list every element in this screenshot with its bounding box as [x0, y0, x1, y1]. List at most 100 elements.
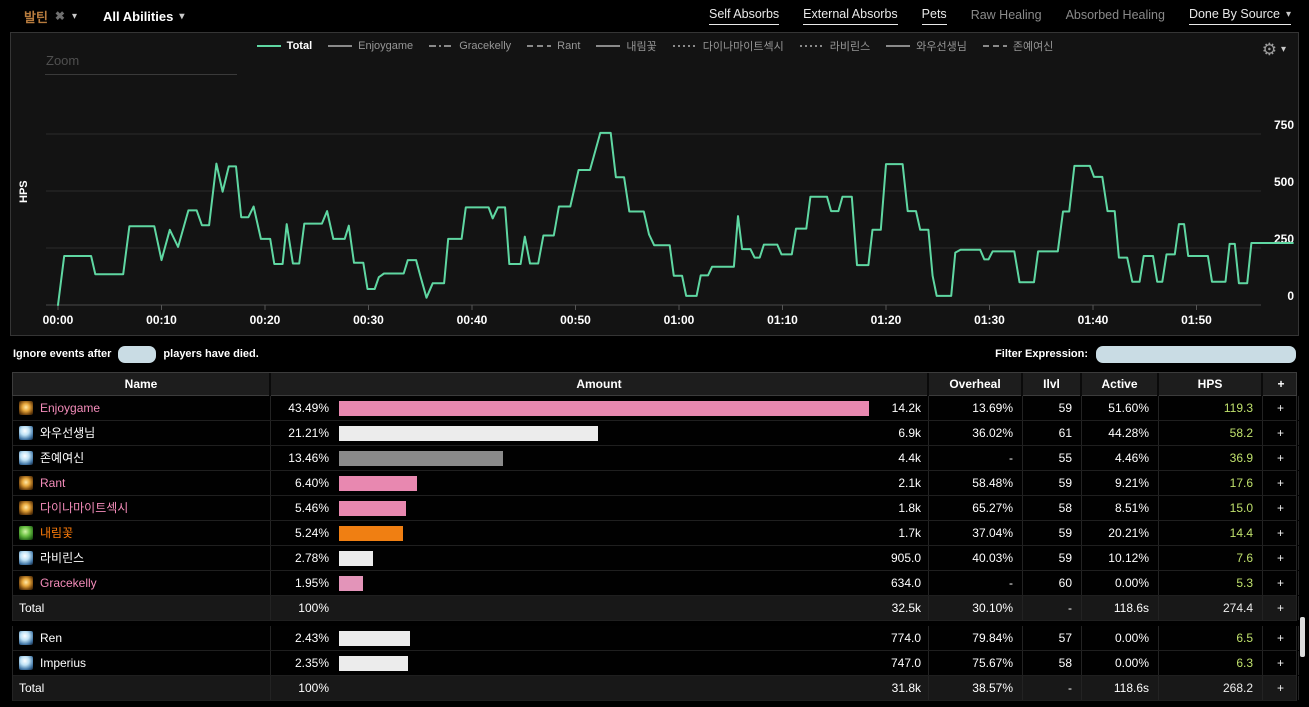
expand-button[interactable]: +	[1263, 396, 1299, 420]
players-died-label: players have died.	[163, 348, 258, 360]
table-row[interactable]: Ren2.43%774.079.84%570.00%6.5+	[13, 626, 1296, 651]
class-icon-priest	[19, 451, 33, 465]
boss-filter-dropdown[interactable]: 발틴 ✖ ▾	[24, 7, 77, 26]
tab-absorbed-healing[interactable]: Absorbed Healing	[1066, 8, 1165, 25]
table-row[interactable]: 존예여신13.46%4.4k-554.46%36.9+	[13, 446, 1296, 471]
legend-item[interactable]: 내림꽃	[595, 38, 656, 54]
name-cell: Rant	[13, 471, 271, 495]
chevron-down-icon: ▾	[1286, 9, 1291, 20]
overheal-value: 36.02%	[929, 421, 1023, 445]
table-row[interactable]: 라비린스2.78%905.040.03%5910.12%7.6+	[13, 546, 1296, 571]
active-value: 0.00%	[1082, 571, 1159, 595]
legend-item[interactable]: 라비린스	[799, 38, 870, 54]
filter-expression-label: Filter Expression:	[995, 348, 1088, 360]
pets-table-body: Ren2.43%774.079.84%570.00%6.5+Imperius2.…	[12, 626, 1297, 701]
player-name[interactable]: 라비린스	[40, 546, 84, 570]
legend-item[interactable]: 존예여신	[982, 38, 1053, 54]
expand-button[interactable]: +	[1263, 521, 1299, 545]
amount-bar-cell: 905.0	[337, 546, 929, 570]
table-row[interactable]: 내림꽃5.24%1.7k37.04%5920.21%14.4+	[13, 521, 1296, 546]
table-row[interactable]: Imperius2.35%747.075.67%580.00%6.3+	[13, 651, 1296, 676]
table-row[interactable]: 와우선생님21.21%6.9k36.02%6144.28%58.2+	[13, 421, 1296, 446]
expand-button[interactable]: +	[1263, 596, 1299, 620]
tab-self-absorbs[interactable]: Self Absorbs	[709, 7, 779, 25]
table-row[interactable]: Gracekelly1.95%634.0-600.00%5.3+	[13, 571, 1296, 596]
remove-filter-icon[interactable]: ✖	[55, 9, 65, 23]
tab-external-absorbs[interactable]: External Absorbs	[803, 7, 898, 25]
player-name[interactable]: Imperius	[40, 651, 86, 675]
col-header-expand[interactable]: +	[1263, 373, 1299, 396]
abilities-dropdown[interactable]: All Abilities ▾	[103, 9, 184, 24]
hps-value: 58.2	[1159, 421, 1263, 445]
tab-pets[interactable]: Pets	[922, 7, 947, 25]
total-label: Total	[19, 596, 44, 620]
expand-button[interactable]: +	[1263, 676, 1299, 700]
ilvl-value: 59	[1023, 471, 1082, 495]
name-cell: Ren	[13, 626, 271, 650]
chart-legend: Total Enjoygame Gracekelly Rant 내림꽃 다이나마이트섹시 라…	[11, 38, 1298, 54]
col-header-active[interactable]: Active	[1082, 373, 1159, 396]
player-name[interactable]: 와우선생님	[40, 421, 95, 445]
gear-icon: ⚙	[1262, 41, 1277, 58]
legend-item[interactable]: Gracekelly	[428, 38, 511, 54]
player-name[interactable]: Rant	[40, 471, 65, 495]
done-by-source-dropdown[interactable]: Done By Source ▾	[1189, 7, 1291, 25]
expand-button[interactable]: +	[1263, 446, 1299, 470]
legend-item[interactable]: Rant	[526, 38, 580, 54]
ilvl-value: 58	[1023, 496, 1082, 520]
hps-value: 6.3	[1159, 651, 1263, 675]
legend-item[interactable]: 와우선생님	[885, 38, 967, 54]
amount-value: 2.1k	[898, 471, 921, 495]
amount-bar-cell: 14.2k	[337, 396, 929, 420]
amount-value: 634.0	[891, 571, 921, 595]
total-row[interactable]: Total100%31.8k38.57%-118.6s268.2+	[13, 676, 1296, 701]
chart-settings-button[interactable]: ⚙ ▾	[1262, 41, 1286, 58]
player-name[interactable]: 다이나마이트섹시	[40, 496, 128, 520]
table-row[interactable]: 다이나마이트섹시5.46%1.8k65.27%588.51%15.0+	[13, 496, 1296, 521]
expand-button[interactable]: +	[1263, 651, 1299, 675]
healers-table-body: Enjoygame43.49%14.2k13.69%5951.60%119.3+…	[12, 396, 1297, 621]
expand-button[interactable]: +	[1263, 546, 1299, 570]
view-tabs: Self Absorbs External Absorbs Pets Raw H…	[709, 7, 1291, 25]
player-name[interactable]: Enjoygame	[40, 396, 100, 420]
amount-percent: 1.95%	[271, 571, 337, 595]
tab-raw-healing[interactable]: Raw Healing	[971, 8, 1042, 25]
scrollbar-thumb[interactable]	[1300, 617, 1305, 657]
player-name[interactable]: 존예여신	[40, 446, 84, 470]
hps-value: 6.5	[1159, 626, 1263, 650]
legend-item[interactable]: 다이나마이트섹시	[672, 38, 784, 54]
col-header-name[interactable]: Name	[13, 373, 271, 396]
expand-button[interactable]: +	[1263, 421, 1299, 445]
legend-label: 와우선생님	[916, 38, 967, 54]
player-name[interactable]: 내림꽃	[40, 521, 73, 545]
svg-text:01:20: 01:20	[871, 313, 902, 327]
name-cell: 라비린스	[13, 546, 271, 570]
player-name[interactable]: Gracekelly	[40, 571, 97, 595]
table-row[interactable]: Rant6.40%2.1k58.48%599.21%17.6+	[13, 471, 1296, 496]
legend-item[interactable]: Enjoygame	[327, 38, 413, 54]
svg-text:00:00: 00:00	[43, 313, 74, 327]
table-row[interactable]: Enjoygame43.49%14.2k13.69%5951.60%119.3+	[13, 396, 1296, 421]
legend-item[interactable]: Total	[256, 38, 312, 54]
deaths-count-input[interactable]	[118, 346, 156, 363]
svg-text:500: 500	[1274, 175, 1294, 189]
amount-value: 14.2k	[892, 396, 921, 420]
col-header-ilvl[interactable]: Ilvl	[1023, 373, 1082, 396]
player-name[interactable]: Ren	[40, 626, 62, 650]
expand-button[interactable]: +	[1263, 471, 1299, 495]
col-header-overheal[interactable]: Overheal	[929, 373, 1023, 396]
expand-button[interactable]: +	[1263, 571, 1299, 595]
chevron-down-icon: ▾	[72, 11, 77, 22]
total-row[interactable]: Total100%32.5k30.10%-118.6s274.4+	[13, 596, 1296, 621]
done-by-source-label: Done By Source	[1189, 7, 1280, 21]
filter-expression-input[interactable]	[1096, 346, 1296, 363]
expand-button[interactable]: +	[1263, 626, 1299, 650]
col-header-amount[interactable]: Amount	[271, 373, 929, 396]
name-cell: 다이나마이트섹시	[13, 496, 271, 520]
filter-bar: Ignore events after players have died. F…	[0, 336, 1309, 372]
amount-value: 905.0	[891, 546, 921, 570]
amount-value: 31.8k	[892, 676, 921, 700]
col-header-hps[interactable]: HPS	[1159, 373, 1263, 396]
amount-bar-cell: 1.8k	[337, 496, 929, 520]
expand-button[interactable]: +	[1263, 496, 1299, 520]
